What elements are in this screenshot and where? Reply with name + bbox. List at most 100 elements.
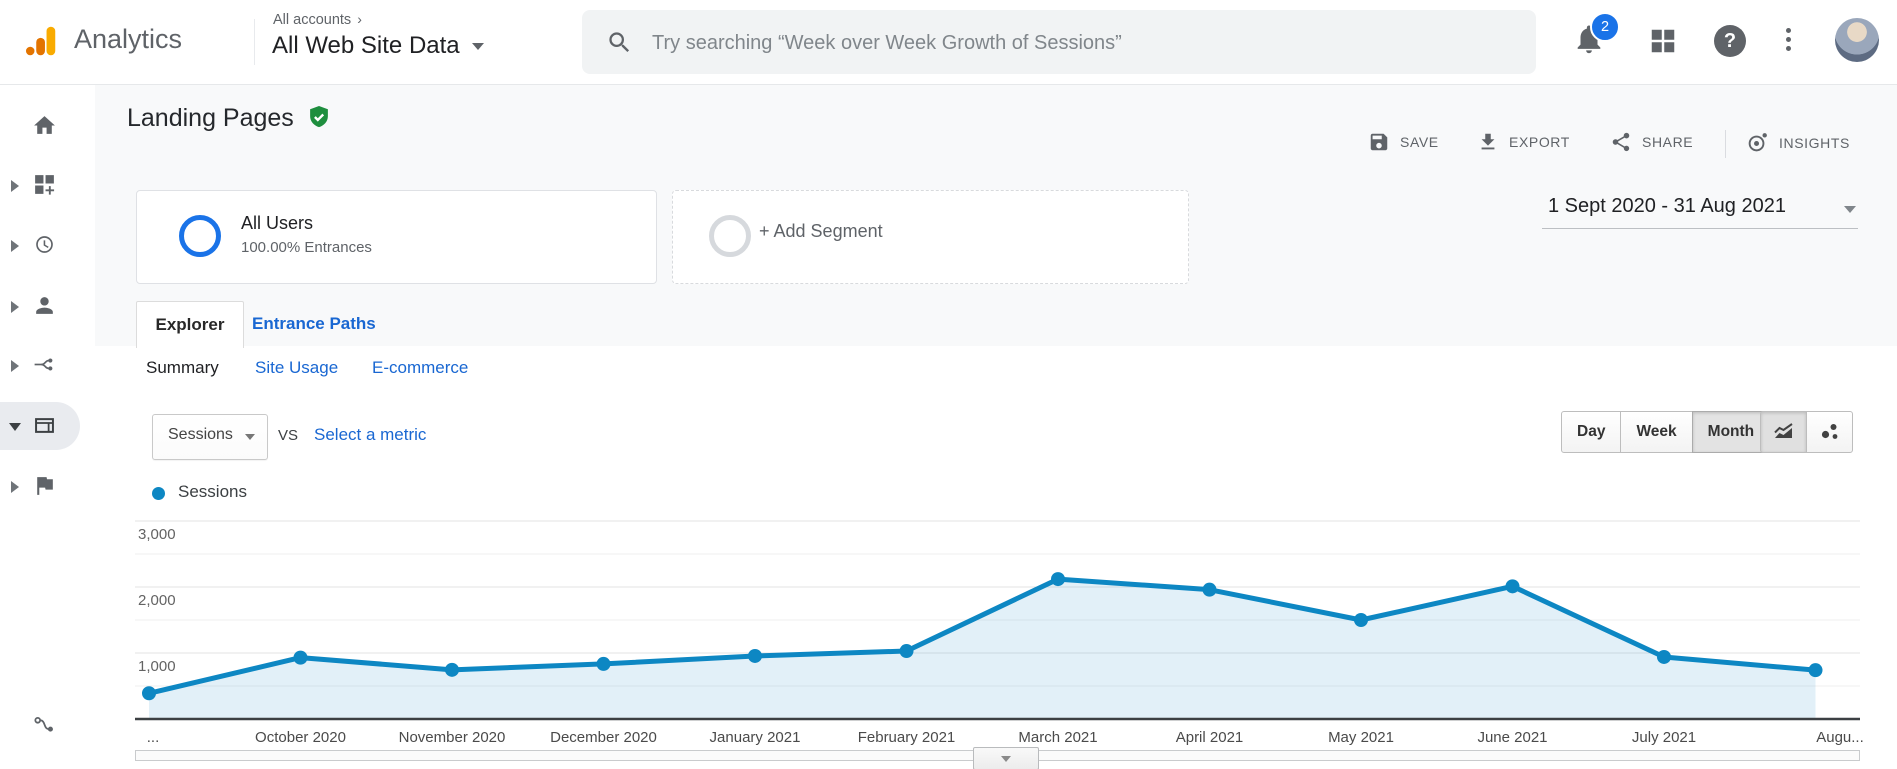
share-label: SHARE [1642, 134, 1694, 150]
breadcrumb-chevron-icon: › [357, 11, 362, 27]
insights-label: INSIGHTS [1779, 135, 1850, 151]
y-tick-label: 1,000 [138, 658, 176, 675]
page-title-text: Landing Pages [127, 104, 294, 132]
data-point-august-2021[interactable] [1808, 663, 1823, 678]
verified-shield-icon [309, 105, 328, 128]
data-point-december-2020[interactable] [596, 656, 611, 671]
x-tick-label: May 2021 [1328, 729, 1394, 746]
save-icon [1370, 133, 1388, 151]
line-chart: 1,000 2,000 3,000... October 2020 November 2… [135, 520, 1864, 746]
x-tick-label: January 2021 [710, 729, 801, 746]
share-button[interactable]: SHARE [1610, 131, 1693, 159]
metric-dropdown[interactable]: Sessions [152, 414, 268, 460]
sessions-chart: 1,000 2,000 3,000... October 2020 November 2… [95, 505, 1897, 769]
add-segment-button[interactable]: + Add Segment [672, 190, 1189, 284]
breadcrumb[interactable]: All accounts › [273, 11, 362, 28]
data-point-october-2020[interactable] [293, 650, 308, 665]
sidebar [0, 85, 95, 769]
help-button[interactable]: ? [1714, 25, 1754, 65]
add-segment-ring-icon [709, 215, 751, 257]
collapse-arrow-icon [9, 423, 21, 431]
sidebar-item-attribution[interactable] [0, 702, 95, 750]
avatar[interactable] [1835, 18, 1879, 62]
sidebar-item-customization[interactable] [0, 161, 95, 209]
chevron-down-icon [1844, 206, 1856, 213]
breadcrumb-label: All accounts [273, 12, 352, 28]
segment-all-users[interactable]: All Users 100.00% Entrances [136, 190, 657, 284]
data-point-april-2021[interactable] [1202, 582, 1217, 597]
select-metric-link[interactable]: Select a metric [314, 425, 427, 444]
overflow-menu-button[interactable] [1778, 24, 1798, 64]
line-chart-type-button[interactable] [1760, 411, 1807, 453]
x-tick-label: December 2020 [550, 729, 657, 746]
realtime-icon [36, 236, 53, 253]
x-tick-label: November 2020 [399, 729, 506, 746]
notifications-button[interactable]: 2 [1572, 12, 1620, 62]
granularity-month-button[interactable]: Month [1691, 411, 1771, 453]
behavior-icon [35, 418, 54, 433]
tab-explorer[interactable]: Explorer [136, 301, 244, 348]
add-segment-label: + Add Segment [759, 221, 883, 241]
account-name: All Web Site Data [272, 32, 460, 59]
segment-name: All Users [241, 213, 314, 233]
subtab-site-usage[interactable]: Site Usage [255, 358, 339, 377]
data-point-march-2021[interactable] [1051, 572, 1065, 587]
save-button[interactable]: SAVE [1368, 131, 1439, 159]
segment-detail: 100.00% Entrances [241, 239, 372, 256]
date-range-selector[interactable]: 1 Sept 2020 - 31 Aug 2021 [1542, 190, 1858, 229]
granularity-day-button[interactable]: Day [1561, 411, 1622, 453]
data-point-july-2021[interactable] [1657, 649, 1671, 664]
save-label: SAVE [1400, 134, 1439, 150]
chart-area-fill [149, 579, 1816, 719]
data-point-may-2021[interactable] [1354, 613, 1368, 627]
sessions-line [148, 576, 1816, 696]
x-tick-label: April 2021 [1176, 729, 1244, 746]
customization-icon [35, 175, 55, 195]
acquisition-icon [34, 358, 53, 371]
chevron-down-icon [1001, 756, 1011, 762]
search-input[interactable] [650, 10, 1514, 76]
sidebar-item-acquisition[interactable] [0, 341, 95, 389]
x-tick-label: October 2020 [255, 729, 346, 746]
sidebar-item-audience[interactable] [0, 282, 95, 330]
grid-icon [1651, 29, 1675, 53]
sidebar-item-behavior[interactable] [0, 402, 95, 450]
x-tick-label: June 2021 [1477, 729, 1547, 746]
data-point-september-2020[interactable] [142, 686, 156, 701]
subtab-ecommerce[interactable]: E-commerce [372, 358, 469, 377]
conversions-icon [37, 477, 53, 495]
sidebar-item-home[interactable] [0, 102, 95, 150]
export-button[interactable]: EXPORT [1477, 131, 1570, 159]
sidebar-item-conversions[interactable] [0, 462, 95, 510]
insights-button[interactable]: INSIGHTS [1746, 131, 1850, 159]
subtab-summary[interactable]: Summary [146, 358, 219, 377]
x-tick-label: February 2021 [858, 729, 956, 746]
help-icon: ? [1714, 25, 1746, 57]
app-header: Analytics All accounts › All Web Site Dat… [0, 0, 1897, 85]
analytics-logo-icon [25, 26, 56, 56]
dot [1785, 46, 1791, 51]
export-label: EXPORT [1509, 134, 1570, 150]
search-bar[interactable] [582, 10, 1536, 76]
chevron-down-icon [471, 43, 484, 51]
chevron-down-icon [245, 434, 255, 440]
account-selector[interactable]: All Web Site Data [272, 32, 484, 60]
dot [1785, 28, 1791, 33]
app-name: Analytics [74, 24, 183, 54]
segment-ring-icon [179, 215, 221, 257]
motion-chart-type-button[interactable] [1806, 411, 1853, 453]
granularity-week-button[interactable]: Week [1620, 411, 1693, 453]
tab-entrance-paths[interactable]: Entrance Paths [252, 314, 376, 333]
date-range-text: 1 Sept 2020 - 31 Aug 2021 [1548, 195, 1786, 217]
data-point-november-2020[interactable] [445, 662, 459, 677]
insights-icon [1748, 133, 1767, 152]
apps-grid-button[interactable] [1648, 26, 1688, 66]
search-icon [609, 32, 630, 53]
data-point-january-2021[interactable] [748, 648, 762, 663]
data-point-february-2021[interactable] [899, 644, 914, 659]
y-tick-label: 3,000 [138, 526, 176, 543]
chart-expand-button[interactable] [973, 747, 1039, 769]
sidebar-item-realtime[interactable] [0, 221, 95, 269]
data-point-june-2021[interactable] [1505, 579, 1520, 594]
